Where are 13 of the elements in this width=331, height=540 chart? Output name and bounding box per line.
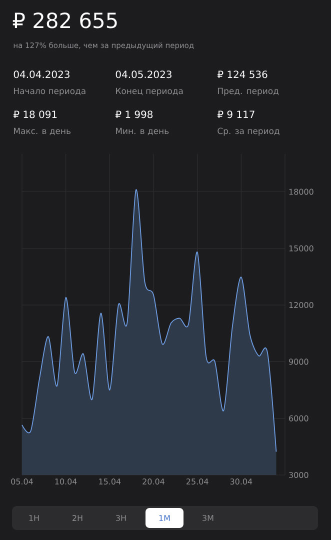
text: ₽ 124 536 [218,70,268,78]
text: ₽ 9 117 [218,110,254,118]
text: Пред. период [218,88,278,96]
text: ₽ 18 091 [14,110,57,118]
text: Ср. за период [218,128,280,136]
text: Мин. в день [116,128,169,136]
text: Конец периода [116,88,183,96]
text: Начало периода [14,88,86,96]
text: Макс. в день [14,128,71,136]
chart-title: ₽ 282 655 [12,12,117,28]
text: ₽ 1 998 [116,110,153,118]
text: 04.04.2023 [14,70,70,78]
text: 04.05.2023 [116,70,172,78]
